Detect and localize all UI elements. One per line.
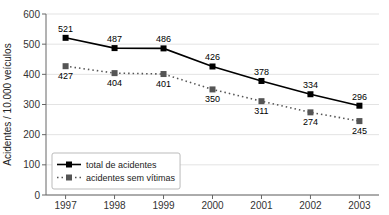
data-label: 350 xyxy=(205,94,220,104)
point xyxy=(161,45,167,51)
tick-mark xyxy=(212,195,213,199)
point xyxy=(356,118,362,124)
tick-mark xyxy=(359,195,360,199)
point xyxy=(161,71,167,77)
legend-label: acidentes sem vítimas xyxy=(86,173,176,183)
tick-mark xyxy=(65,195,66,199)
tick-mark xyxy=(114,195,115,199)
point xyxy=(112,70,118,76)
point xyxy=(356,103,362,109)
data-label: 486 xyxy=(156,34,171,44)
tick-label: 1998 xyxy=(103,200,126,211)
point xyxy=(210,63,216,69)
chart: 0 100 200 300 400 500 600 1997 1998 1999 2000 2001 2… xyxy=(0,0,389,215)
tick-label: 2000 xyxy=(201,200,224,211)
tick-label: 2002 xyxy=(299,200,322,211)
legend: total de acidentes acidentes sem vítimas xyxy=(52,153,180,189)
point xyxy=(112,45,118,51)
point xyxy=(258,98,264,104)
data-label: 427 xyxy=(58,71,73,81)
point xyxy=(258,78,264,84)
legend-box xyxy=(52,153,180,189)
tick-label: 1997 xyxy=(54,200,77,211)
tick-label: 2003 xyxy=(348,200,371,211)
grid-line xyxy=(46,14,379,15)
data-label: 311 xyxy=(254,106,268,116)
tick-mark xyxy=(163,195,164,199)
tick-mark xyxy=(42,74,46,75)
tick-label: 2001 xyxy=(250,200,273,211)
point xyxy=(307,91,313,97)
tick-mark xyxy=(42,44,46,45)
tick-mark xyxy=(42,104,46,105)
legend-label: total de acidentes xyxy=(86,160,157,170)
point xyxy=(63,63,69,69)
data-label: 274 xyxy=(303,117,318,127)
tick-mark xyxy=(42,195,46,196)
series-line xyxy=(66,66,360,121)
grid-line xyxy=(46,74,379,75)
point xyxy=(307,109,313,115)
tick-label: 400 xyxy=(23,69,40,80)
tick-label: 300 xyxy=(23,99,40,110)
tick-label: 600 xyxy=(23,9,40,20)
data-labels: 521 487 486 426 378 334 296 427 404 401 350 311 274 2… xyxy=(58,24,367,136)
data-label: 426 xyxy=(205,52,220,62)
tick-label: 500 xyxy=(23,39,40,50)
tick-mark xyxy=(310,195,311,199)
data-label: 334 xyxy=(303,80,318,90)
point xyxy=(210,86,216,92)
data-label: 245 xyxy=(352,126,367,136)
data-label: 401 xyxy=(156,79,171,89)
axes: 0 100 200 300 400 500 600 1997 1998 1999 2000 2001 2… xyxy=(23,9,379,212)
tick-label: 100 xyxy=(23,159,40,170)
data-label: 378 xyxy=(254,67,269,77)
y-axis-line xyxy=(46,14,47,195)
legend-marker xyxy=(66,175,72,181)
tick-label: 1999 xyxy=(152,200,175,211)
x-axis-line xyxy=(46,195,379,196)
tick-label: 200 xyxy=(23,129,40,140)
y-axis-label: Acidentes / 10.000 veículos xyxy=(2,43,13,165)
tick-mark xyxy=(42,134,46,135)
point xyxy=(63,35,69,41)
tick-mark xyxy=(261,195,262,199)
tick-label: 0 xyxy=(34,190,40,201)
data-label: 487 xyxy=(107,34,122,44)
grid-line xyxy=(46,195,379,196)
data-label: 296 xyxy=(352,92,367,102)
grid-line xyxy=(46,134,379,135)
tick-mark xyxy=(42,164,46,165)
tick-mark xyxy=(42,14,46,15)
grid xyxy=(46,14,379,195)
plot-area xyxy=(63,35,363,124)
data-label: 404 xyxy=(107,78,122,88)
data-label: 521 xyxy=(58,24,73,34)
legend-marker xyxy=(66,162,72,168)
series-line xyxy=(66,38,360,106)
